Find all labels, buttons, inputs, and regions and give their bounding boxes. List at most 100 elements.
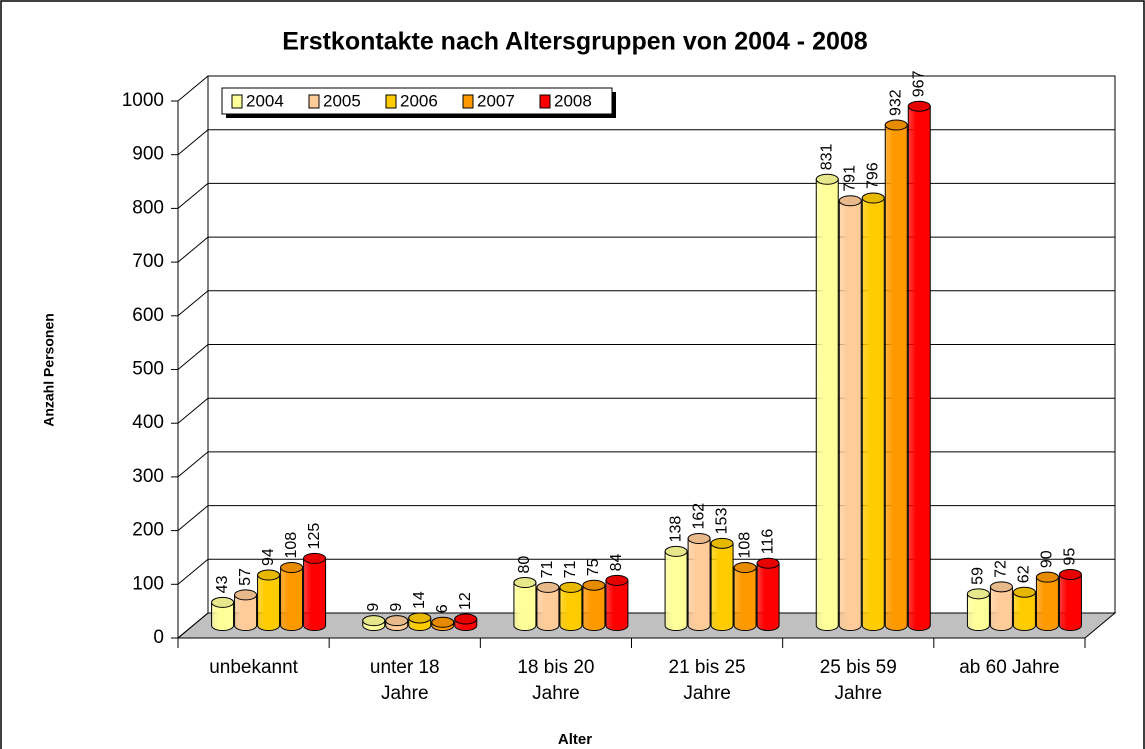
grid-line	[177, 75, 209, 102]
bar	[513, 577, 537, 631]
legend-swatch	[462, 94, 474, 109]
bar	[884, 119, 908, 631]
value-label: 62	[1016, 565, 1033, 583]
x-axis-label: Alter	[558, 731, 592, 748]
bar-top	[234, 589, 258, 601]
legend-swatch	[385, 94, 397, 109]
bar	[582, 579, 606, 631]
bar-top	[211, 596, 235, 608]
bar-body	[861, 197, 885, 631]
bar-top	[710, 537, 734, 549]
value-label: 71	[562, 560, 579, 578]
bar	[303, 552, 327, 631]
bar-body	[664, 550, 688, 631]
bar	[838, 195, 862, 631]
bar	[559, 581, 583, 631]
x-tick-label: unter 18 Jahre	[369, 657, 440, 704]
bar-top	[1035, 571, 1059, 583]
bar-body	[710, 542, 734, 631]
value-label: 138	[667, 516, 684, 543]
bar	[907, 100, 931, 631]
bar-body	[884, 124, 908, 631]
value-label: 967	[910, 70, 927, 97]
grid-line	[177, 397, 209, 424]
bar-body	[966, 593, 990, 631]
value-label: 153	[713, 508, 730, 535]
legend-swatch	[539, 94, 551, 109]
bar-top	[257, 569, 281, 581]
bar	[710, 537, 734, 631]
y-tick-label: 500	[132, 359, 164, 380]
bar	[234, 589, 258, 631]
value-label: 43	[214, 576, 231, 594]
bar-top	[280, 562, 304, 574]
bar-top	[989, 581, 1013, 593]
value-label: 108	[283, 532, 300, 559]
bar	[989, 581, 1013, 631]
bar-body	[605, 579, 629, 631]
bar-top	[966, 588, 990, 600]
bar-top	[884, 119, 908, 131]
x-tick-label: 21 bis 25 Jahre	[668, 657, 746, 704]
bar-top	[536, 581, 560, 593]
bar-body	[211, 601, 235, 631]
bar	[861, 192, 885, 631]
bar-top	[838, 195, 862, 207]
bar-body	[559, 586, 583, 631]
bar	[1058, 568, 1082, 631]
x-tick-label: 18 bis 20 Jahre	[517, 657, 595, 704]
bar-body	[733, 567, 757, 631]
y-axis-label: Anzahl Personen	[41, 313, 57, 427]
bar-body	[234, 594, 258, 631]
bar-top	[907, 100, 931, 112]
grid-line	[177, 290, 209, 317]
bar-top	[431, 616, 455, 628]
value-label: 125	[306, 523, 323, 550]
bar-body	[989, 586, 1013, 631]
bar-body	[303, 557, 327, 631]
y-tick-label: 600	[132, 305, 164, 326]
bar	[408, 612, 432, 631]
grid-line	[177, 183, 209, 209]
value-label: 75	[585, 558, 602, 576]
bar	[966, 588, 990, 631]
bar	[1035, 571, 1059, 631]
x-tick-label: 25 bis 59 Jahre	[819, 657, 897, 704]
legend-label: 2004	[246, 91, 284, 110]
bar-body	[582, 584, 606, 631]
bar	[756, 557, 780, 631]
bar	[385, 615, 409, 631]
bar-body	[756, 562, 780, 631]
bar	[362, 615, 386, 631]
value-label: 831	[818, 143, 835, 170]
bar-top	[733, 562, 757, 574]
bar	[733, 562, 757, 631]
value-label: 80	[516, 556, 533, 574]
x-tick-label: ab 60 Jahre	[959, 657, 1060, 678]
bar-top	[605, 574, 629, 586]
bar-top	[385, 615, 409, 627]
y-tick-label: 0	[153, 627, 164, 648]
x-tick-label: unbekannt	[209, 657, 298, 678]
grid-line	[177, 612, 209, 639]
bar	[280, 562, 304, 631]
chart-title: Erstkontakte nach Altersgruppen von 2004…	[282, 28, 867, 56]
legend-label: 2005	[323, 91, 361, 110]
bar-body	[1012, 591, 1036, 631]
bar	[257, 569, 281, 631]
grid-line	[177, 129, 209, 156]
bar-top	[582, 579, 606, 591]
bar-top	[664, 545, 688, 557]
value-label: 71	[539, 560, 556, 578]
bar-body	[907, 105, 931, 631]
value-label: 95	[1062, 548, 1079, 566]
bar-top	[303, 552, 327, 564]
value-label: 90	[1039, 550, 1056, 568]
bar-top	[687, 533, 711, 545]
value-label: 932	[887, 89, 904, 116]
value-label: 9	[388, 603, 405, 612]
value-label: 94	[260, 548, 277, 566]
bar-body	[1035, 576, 1059, 631]
